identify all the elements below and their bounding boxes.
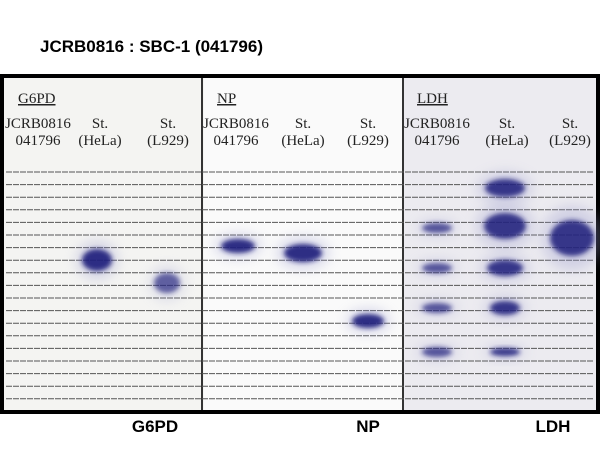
ruler-lines	[6, 171, 594, 400]
lane-label: St.	[160, 116, 176, 132]
figure-title: JCRB0816 : SBC-1 (041796)	[40, 37, 263, 56]
band	[485, 179, 525, 197]
lane-label: (HeLa)	[281, 133, 324, 149]
lane-label: (L929)	[147, 133, 189, 149]
band	[221, 239, 255, 253]
band	[422, 263, 452, 273]
lane-label: (HeLa)	[78, 133, 121, 149]
band	[422, 303, 452, 313]
lane-label: 041796	[16, 133, 62, 149]
lane-label: St.	[92, 116, 108, 132]
panel-caption: G6PD	[132, 417, 178, 436]
bands	[76, 171, 600, 361]
lane-label: St.	[295, 116, 311, 132]
lane-label: 041796	[214, 133, 260, 149]
band	[484, 213, 526, 239]
band	[490, 348, 520, 356]
lane-label: JCRB0816	[5, 116, 71, 132]
panel-caption: NP	[356, 417, 380, 436]
band	[550, 220, 594, 256]
lane-label: JCRB0816	[404, 116, 470, 132]
lane-label: 041796	[415, 133, 461, 149]
band	[352, 314, 384, 328]
lane-label: JCRB0816	[203, 116, 269, 132]
band	[422, 223, 452, 233]
panel-name: G6PD	[18, 91, 56, 107]
lane-label: (L929)	[347, 133, 389, 149]
band	[154, 273, 180, 293]
lane-label: (HeLa)	[485, 133, 528, 149]
band	[82, 249, 112, 271]
panel-caption: LDH	[536, 417, 571, 436]
panel-name: LDH	[417, 91, 448, 107]
labels: G6PDJCRB0816041796St.(HeLa)St.(L929)G6PD…	[5, 91, 591, 436]
panel-name: NP	[217, 91, 236, 107]
band	[284, 244, 322, 262]
lane-label: St.	[562, 116, 578, 132]
band	[487, 260, 523, 276]
band	[490, 301, 520, 315]
lane-label: St.	[360, 116, 376, 132]
band	[422, 347, 452, 357]
lane-label: (L929)	[549, 133, 591, 149]
lane-label: St.	[499, 116, 515, 132]
